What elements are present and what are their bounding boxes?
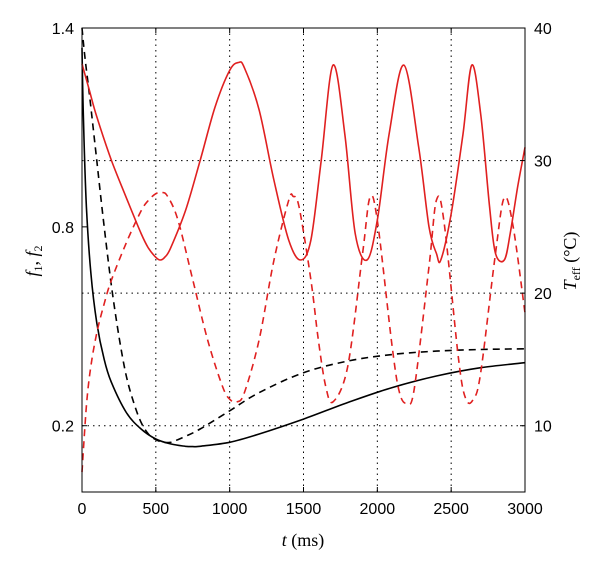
x-tick-label: 1000 xyxy=(212,501,248,518)
y-left-tick-label: 0.8 xyxy=(52,220,74,237)
grid-lines xyxy=(82,28,525,492)
y-right-tick-label: 10 xyxy=(534,419,552,436)
y-axis-label-right: Teff (°C) xyxy=(560,232,583,291)
x-tick-label: 500 xyxy=(142,501,169,518)
y-right-tick-label: 20 xyxy=(534,286,552,303)
tick-marks xyxy=(81,27,526,492)
x-tick-label: 1500 xyxy=(286,501,322,518)
tick-labels: 0 500 1000 1500 2000 2500 3000 0.2 0.8 1.4 10 20 30 4… xyxy=(52,21,552,518)
series-line-2 xyxy=(81,27,526,444)
x-tick-label: 2500 xyxy=(433,501,469,518)
x-tick-label: 3000 xyxy=(507,501,543,518)
x-tick-label: 0 xyxy=(78,501,87,518)
x-tick-label: 2000 xyxy=(360,501,396,518)
y-axis-label-left: f1, f2 xyxy=(22,245,45,276)
y-left-tick-label: 0.2 xyxy=(52,419,74,436)
series-line-3 xyxy=(81,61,526,264)
series-layer xyxy=(81,27,526,473)
y-right-tick-label: 40 xyxy=(534,21,552,38)
y-left-tick-label: 1.4 xyxy=(52,21,74,38)
y-right-tick-label: 30 xyxy=(534,154,552,171)
x-axis-label: t (ms) xyxy=(282,530,325,551)
series-line-1 xyxy=(81,47,526,448)
